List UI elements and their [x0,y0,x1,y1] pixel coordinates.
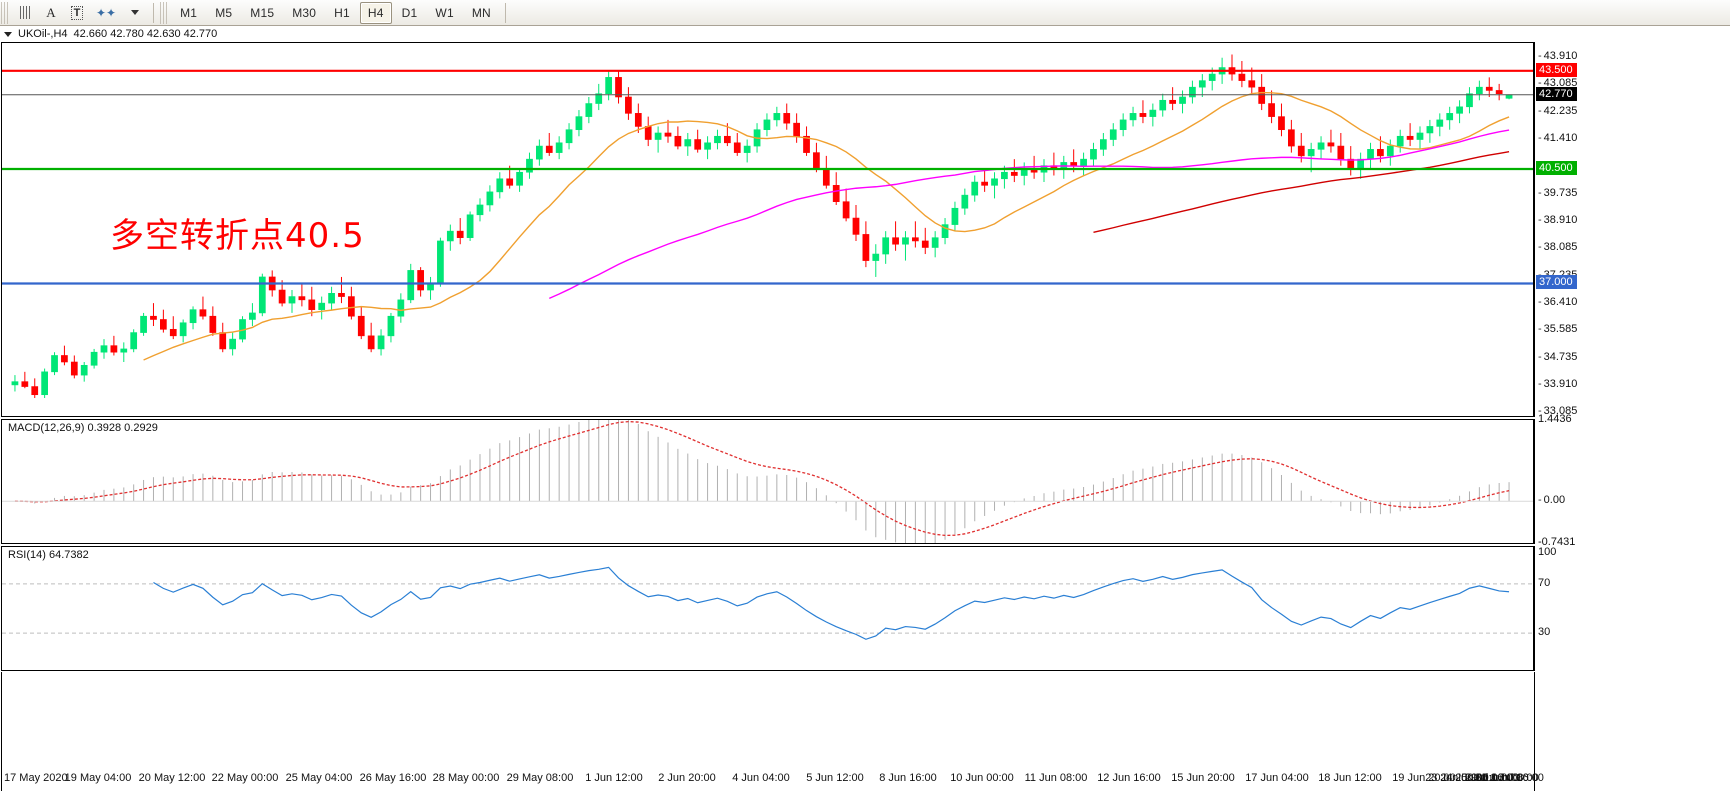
macd-axis[interactable]: 1.4436 -0.00 -0.7431 [1534,413,1730,548]
chevron-down-icon-quote[interactable] [4,31,12,37]
price-tick: -42.235 [1538,105,1578,118]
price-chart-pane[interactable] [1,42,1534,417]
text-a-icon[interactable]: A [46,5,56,20]
rsi-pane[interactable]: RSI(14) 64.7382 [1,546,1534,671]
time-tick-last: 3 Jul 00:00 [1465,772,1519,784]
timeframe-m15[interactable]: M15 [250,5,275,20]
chevron-down-icon[interactable] [123,2,147,24]
timeframe-m1[interactable]: M1 [180,5,198,20]
toolbar-divider-2 [504,2,506,23]
price-tick: -41.410 [1538,132,1578,145]
time-tick: 24 Jun 08:00 [1440,772,1504,784]
time-tick: 12 Jun 16:00 [1097,772,1161,784]
time-tick: 19 Jun 20:00 [1392,772,1456,784]
macd-plot [2,420,1533,543]
price-tick: -35.585 [1538,322,1578,335]
timeframe-w1[interactable]: W1 [435,5,454,20]
shapes-icon[interactable]: ✦✦ [96,5,117,20]
time-tick: 17 May 2020 [4,772,68,784]
price-tick: -33.085 [1538,404,1578,417]
timeframe-drag-handle[interactable] [160,1,170,24]
rsi-label: RSI(14) 64.7382 [6,549,91,561]
time-tick: 11 Jun 08:00 [1024,772,1088,784]
timeframe-m30[interactable]: M30 [292,5,317,20]
time-tick: 1 Jun 12:00 [585,772,643,784]
macd-tick: -0.7431 [1538,536,1576,548]
quote-bar: UKOil-,H4 42.660 42.780 42.630 42.770 [0,26,1730,42]
axis-corner [1534,672,1730,791]
timeframe-m5[interactable]: M5 [215,5,233,20]
time-tick: 29 Jun 00:00 [1465,772,1529,784]
price-tick: -34.735 [1538,350,1578,363]
text-label-icon[interactable]: T [65,2,89,24]
timeframe-h1[interactable]: H1 [334,5,350,20]
time-tick: 25 May 04:00 [285,772,353,784]
time-tick: 8 Jun 16:00 [879,772,937,784]
timeframe-mn[interactable]: MN [471,5,491,20]
symbol-label: UKOil-,H4 [18,28,68,40]
rsi-tick: 100 [1538,546,1557,558]
time-tick: 22 May 00:00 [211,772,279,784]
time-tick: 30 Jun 08:00 [1475,772,1539,784]
blue-level-label[interactable]: 37.000 [1536,275,1577,290]
time-tick: 1 Jul 16:00 [1490,772,1544,784]
time-axis[interactable]: 17 May 2020 19 May 04:00 20 May 12:00 22 Ma… [1,672,1544,791]
last-price-label[interactable]: 42.770 [1536,86,1577,101]
rsi-tick: 30 [1538,626,1551,639]
timeframe-h4[interactable]: H4 [359,1,392,24]
chart-annotation-text[interactable]: 多空转折点40.5 [110,216,365,256]
price-tick: -36.410 [1538,295,1578,308]
time-tick: 20 May 12:00 [138,772,206,784]
resistance-label[interactable]: 43.500 [1536,62,1577,77]
macd-pane[interactable]: MACD(12,26,9) 0.3928 0.2929 [1,419,1534,544]
time-tick: 15 Jun 20:00 [1171,772,1235,784]
rsi-tick: 70 [1538,576,1551,589]
price-tick: -38.085 [1538,240,1578,253]
price-tick: -43.085 [1538,77,1578,90]
time-tick: 5 Jun 12:00 [806,772,864,784]
price-tick: -39.735 [1538,186,1578,199]
time-tick: 23 Jun 00:00 [1425,772,1489,784]
time-tick: 17 Jun 04:00 [1245,772,1309,784]
toolbar-divider [153,2,155,23]
time-tick: 29 May 08:00 [506,772,574,784]
chart-toolbar: A T ✦✦ M1 M5 M15 M30 H1 H4 D1 W1 MN [0,0,1730,26]
macd-label: MACD(12,26,9) 0.3928 0.2929 [6,422,160,434]
rsi-plot [2,566,1533,640]
ohlc-values: 42.660 42.780 42.630 42.770 [73,28,218,40]
time-tick: 19 May 04:00 [64,772,132,784]
rsi-axis[interactable]: 100 70 30 [1534,546,1730,671]
price-tick: -38.910 [1538,213,1578,226]
time-tick: 2 Jun 20:00 [658,772,716,784]
toolbar-drag-handle[interactable] [1,1,10,24]
bars-icon[interactable] [13,2,37,24]
time-tick: 18 Jun 12:00 [1318,772,1382,784]
support-label[interactable]: 40.500 [1536,160,1577,175]
price-tick: -33.910 [1538,377,1578,390]
price-axis[interactable]: -43.910 -43.085 -42.235 -41.410 -39.735 -38.9… [1534,42,1730,417]
time-tick: 28 May 00:00 [432,772,500,784]
timeframe-d1[interactable]: D1 [401,5,418,20]
price-tick: -43.910 [1538,50,1578,63]
time-tick: 4 Jun 04:00 [732,772,790,784]
macd-tick: -0.00 [1538,494,1566,507]
price-plot [2,54,1533,398]
macd-tick: 1.4436 [1538,413,1572,425]
time-tick: 26 May 16:00 [359,772,427,784]
time-tick: 10 Jun 00:00 [950,772,1014,784]
time-tick: 25 Jun 16:00 [1455,772,1519,784]
